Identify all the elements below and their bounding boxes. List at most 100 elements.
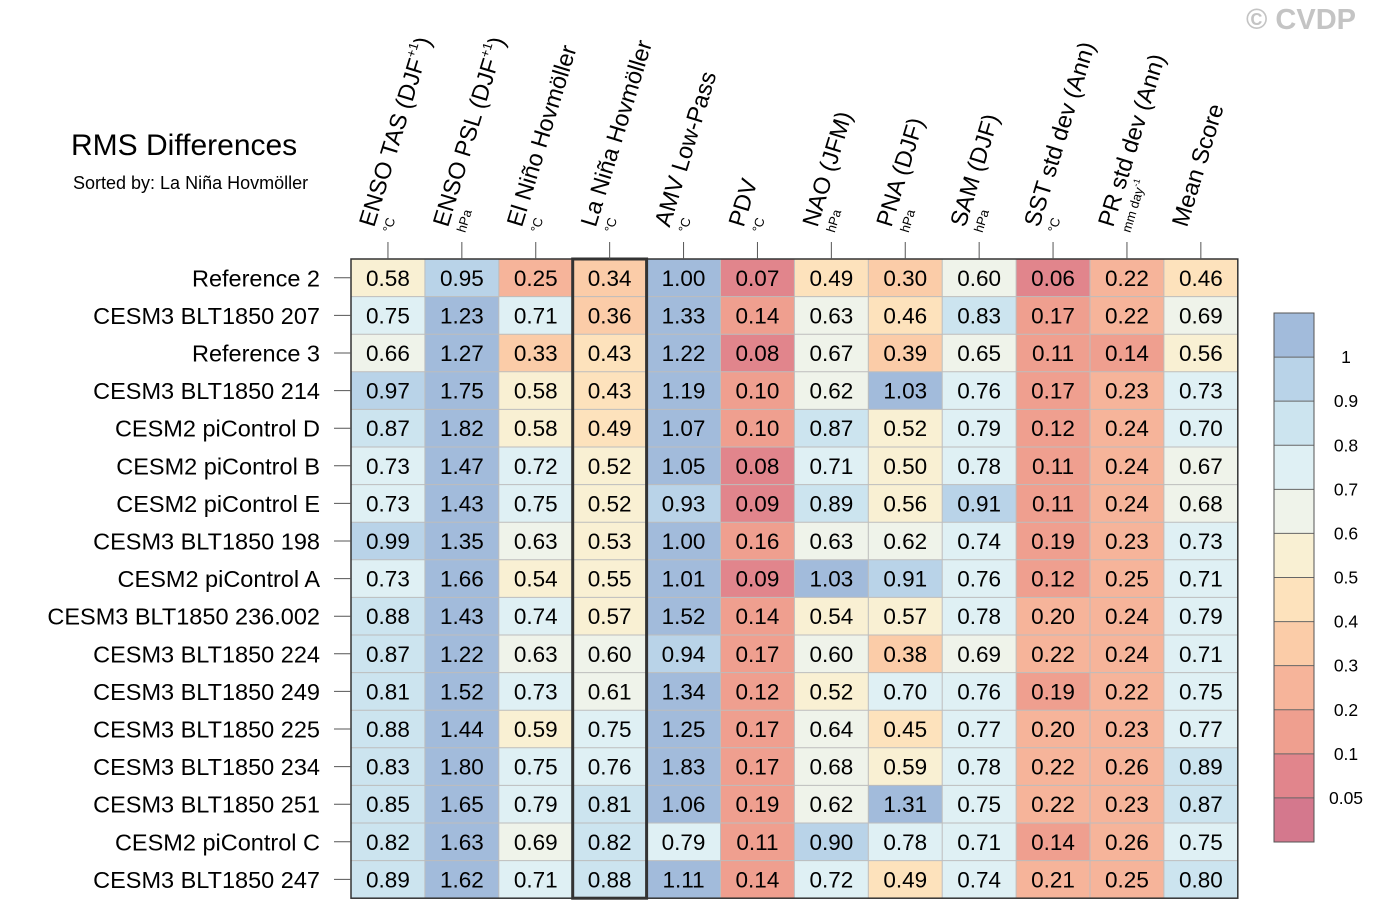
cell-value: 0.30 [883, 266, 927, 291]
colorbar-label: 0.1 [1334, 744, 1358, 764]
heatmap-cell [720, 672, 795, 711]
cell-value: 0.94 [662, 642, 706, 667]
cell-value: 1.47 [440, 454, 484, 479]
heatmap-cell [351, 371, 426, 410]
cell-value: 1.82 [440, 416, 484, 441]
cell-value: 0.70 [1179, 416, 1223, 441]
heatmap-cell [1163, 672, 1239, 711]
colorbar-label: 0.6 [1334, 523, 1358, 543]
cell-value: 0.14 [1031, 830, 1075, 855]
cell-value: 0.16 [736, 529, 780, 554]
cell-value: 0.25 [514, 266, 558, 291]
cell-value: 0.72 [809, 867, 853, 892]
cell-value: 1.03 [809, 567, 853, 592]
heatmap-cell [1163, 296, 1239, 335]
heatmap-cell [794, 785, 869, 824]
cell-value: 0.11 [1032, 341, 1074, 366]
cell-value: 0.07 [736, 266, 780, 291]
cell-value: 0.80 [1179, 867, 1223, 892]
cell-value: 0.17 [736, 755, 780, 780]
heatmap-cell [942, 447, 1017, 486]
cell-value: 0.93 [662, 491, 706, 516]
heatmap-cell [868, 371, 943, 410]
heatmap-cell [1016, 635, 1091, 674]
heatmap-cell [572, 259, 648, 298]
cell-value: 0.14 [736, 867, 780, 892]
cell-value: 0.73 [366, 491, 410, 516]
cell-value: 0.69 [514, 830, 558, 855]
column-unit: °C [527, 216, 546, 234]
heatmap-cell [720, 334, 795, 373]
chart-subtitle: Sorted by: La Niña Hovmöller [73, 173, 309, 193]
heatmap-cell [1090, 484, 1165, 523]
heatmap-cell [572, 522, 648, 561]
heatmap-cell [1163, 447, 1239, 486]
cell-value: 0.62 [809, 792, 853, 817]
heatmap-cell [942, 672, 1017, 711]
heatmap-cell [868, 860, 943, 899]
heatmap-cell [1090, 823, 1165, 862]
heatmap-cell [572, 747, 648, 786]
cell-value: 1.11 [662, 867, 704, 892]
heatmap-cell [1016, 710, 1091, 749]
heatmap-cell [1163, 484, 1239, 523]
cell-value: 0.52 [809, 679, 853, 704]
heatmap-cell [351, 785, 426, 824]
cell-value: 0.24 [1105, 642, 1149, 667]
heatmap-cell [720, 371, 795, 410]
heatmap-cell [868, 447, 943, 486]
row-label: CESM3 BLT1850 234 [93, 754, 320, 780]
row-label: CESM2 piControl B [116, 453, 320, 479]
cell-value: 0.79 [1179, 604, 1223, 629]
heatmap-cell [646, 785, 721, 824]
cell-value: 0.87 [1179, 792, 1223, 817]
heatmap-cell [942, 409, 1017, 448]
cell-value: 0.58 [514, 379, 558, 404]
cell-value: 0.71 [1179, 642, 1223, 667]
cell-value: 0.71 [514, 303, 558, 328]
heatmap-cell [498, 747, 574, 786]
heatmap-cell [720, 296, 795, 335]
cell-value: 0.95 [440, 266, 484, 291]
heatmap-cell [498, 371, 574, 410]
heatmap-cell [794, 259, 869, 298]
cell-value: 0.17 [736, 642, 780, 667]
column-label: PNA (DJF)hPa [871, 114, 929, 234]
colorbar-label: 0.2 [1334, 700, 1358, 720]
cell-value: 0.75 [1179, 830, 1223, 855]
heatmap-cell [1016, 371, 1091, 410]
heatmap-cell [1163, 259, 1239, 298]
cell-value: 0.82 [366, 830, 410, 855]
heatmap-cell [1016, 484, 1091, 523]
colorbar-box [1274, 401, 1314, 446]
cell-value: 0.76 [957, 567, 1001, 592]
heatmap-cell [1016, 785, 1091, 824]
heatmap-cell [868, 409, 943, 448]
cell-value: 0.75 [366, 303, 410, 328]
heatmap-cell [1163, 371, 1239, 410]
heatmap-cell [646, 672, 721, 711]
heatmap-cell [720, 747, 795, 786]
cell-value: 0.23 [1105, 379, 1149, 404]
heatmap-cell [942, 710, 1017, 749]
cell-value: 0.76 [957, 679, 1001, 704]
heatmap-cell [351, 559, 426, 598]
colorbar-box [1274, 577, 1314, 623]
column-unit: hPa [897, 207, 918, 234]
colorbar-label: 0.05 [1329, 788, 1363, 808]
column-unit: hPa [454, 207, 475, 234]
cell-value: 0.77 [957, 717, 1001, 742]
heatmap-cell [646, 597, 721, 636]
heatmap-cell [646, 747, 721, 786]
row-label: CESM3 BLT1850 207 [93, 303, 320, 329]
heatmap-cell [942, 371, 1017, 410]
cell-value: 0.73 [514, 679, 558, 704]
cell-value: 0.87 [809, 416, 853, 441]
cell-value: 0.66 [366, 341, 410, 366]
heatmap-cell [1016, 296, 1091, 335]
heatmap-cell [868, 747, 943, 786]
row-label: CESM3 BLT1850 224 [93, 641, 320, 667]
cell-value: 0.75 [514, 491, 558, 516]
cell-value: 1.83 [662, 755, 706, 780]
column-label: AMV Low-Pass°C [649, 68, 721, 234]
